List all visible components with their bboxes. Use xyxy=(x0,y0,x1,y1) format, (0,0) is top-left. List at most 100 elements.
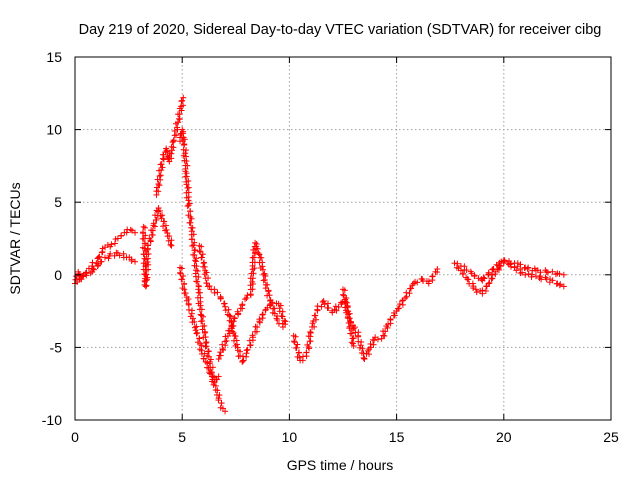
data-point-marker xyxy=(201,350,208,357)
x-tick-label: 15 xyxy=(389,429,405,445)
data-point-marker xyxy=(537,273,544,280)
data-point-marker xyxy=(192,246,199,253)
data-point-marker xyxy=(198,243,205,250)
data-point-marker xyxy=(560,283,567,290)
y-tick-label: -10 xyxy=(42,412,62,428)
data-point-marker xyxy=(399,297,406,304)
data-point-marker xyxy=(252,239,259,246)
data-point-marker xyxy=(222,338,229,345)
data-point-marker xyxy=(425,278,432,285)
data-point-marker xyxy=(141,240,148,247)
y-axis-label: SDTVAR / TECUs xyxy=(7,182,23,294)
data-point-marker xyxy=(350,325,357,332)
data-point-marker xyxy=(139,235,146,242)
y-tick-label: -5 xyxy=(50,339,63,355)
data-point-marker xyxy=(544,269,551,276)
data-point-marker xyxy=(159,212,166,219)
data-point-marker xyxy=(145,261,152,268)
data-point-marker xyxy=(163,226,170,233)
data-point-marker xyxy=(180,102,187,109)
data-point-marker xyxy=(556,282,563,289)
data-point-marker xyxy=(143,251,150,258)
x-tick-label: 5 xyxy=(178,429,186,445)
data-point-marker xyxy=(192,257,199,264)
data-point-marker xyxy=(259,311,266,318)
data-point-marker xyxy=(459,270,466,277)
data-point-marker xyxy=(249,254,256,261)
data-point-marker xyxy=(557,281,564,288)
data-point-marker xyxy=(226,312,233,319)
data-point-marker xyxy=(311,323,318,330)
data-point-marker xyxy=(485,269,492,276)
data-point-marker xyxy=(181,290,188,297)
data-point-marker xyxy=(218,400,225,407)
data-point-marker xyxy=(149,227,156,234)
data-point-marker xyxy=(472,286,479,293)
data-point-marker xyxy=(184,162,191,169)
data-point-marker xyxy=(231,332,238,339)
data-point-marker xyxy=(143,267,150,274)
data-point-marker xyxy=(187,208,194,215)
data-point-marker xyxy=(168,237,175,244)
data-point-marker xyxy=(143,277,150,284)
data-point-marker xyxy=(200,263,207,270)
data-point-marker xyxy=(107,250,114,257)
data-point-marker xyxy=(195,289,202,296)
data-point-marker xyxy=(304,341,311,348)
data-point-marker xyxy=(166,158,173,165)
data-point-marker xyxy=(483,283,490,290)
data-point-marker xyxy=(233,341,240,348)
data-point-marker xyxy=(259,266,266,273)
y-tick-label: 15 xyxy=(46,49,62,65)
data-point-marker xyxy=(215,397,222,404)
data-point-marker xyxy=(347,318,354,325)
data-point-marker xyxy=(75,268,82,275)
data-point-marker xyxy=(351,324,358,331)
axis-ticks: 0 5 10 15 20 25 -10 -5 0 5 10 15 xyxy=(42,49,619,445)
data-point-marker xyxy=(111,240,118,247)
data-point-marker xyxy=(344,302,351,309)
data-point-marker xyxy=(525,264,532,271)
data-point-marker xyxy=(98,258,105,265)
data-point-marker xyxy=(348,339,355,346)
data-point-marker xyxy=(402,295,409,302)
x-tick-label: 25 xyxy=(603,429,619,445)
data-point-marker xyxy=(202,343,209,350)
data-point-marker xyxy=(96,253,103,260)
data-point-marker xyxy=(259,263,266,270)
data-point-marker xyxy=(513,267,520,274)
data-point-marker xyxy=(189,242,196,249)
data-point-marker xyxy=(203,279,210,286)
data-point-marker xyxy=(240,357,247,364)
data-point-marker xyxy=(262,273,269,280)
data-point-marker xyxy=(163,145,170,152)
data-point-marker xyxy=(341,287,348,294)
data-point-marker xyxy=(332,303,339,310)
data-point-marker xyxy=(229,322,236,329)
data-point-marker xyxy=(142,224,149,231)
data-point-marker xyxy=(560,271,567,278)
data-point-marker xyxy=(470,285,477,292)
data-point-marker xyxy=(190,242,197,249)
data-point-marker xyxy=(222,307,229,314)
data-point-marker xyxy=(168,143,175,150)
data-point-marker xyxy=(198,312,205,319)
data-point-marker xyxy=(191,251,198,258)
data-point-marker xyxy=(158,161,165,168)
data-point-marker xyxy=(481,275,488,282)
data-point-marker xyxy=(239,301,246,308)
data-point-marker xyxy=(257,254,264,261)
data-point-marker xyxy=(199,251,206,258)
data-point-marker xyxy=(225,306,232,313)
data-point-marker xyxy=(243,347,250,354)
data-point-marker xyxy=(168,242,175,249)
data-point-marker xyxy=(406,290,413,297)
data-point-marker xyxy=(261,276,268,283)
data-point-marker xyxy=(183,297,190,304)
x-axis-label: GPS time / hours xyxy=(287,457,394,473)
data-point-marker xyxy=(90,266,97,273)
data-point-marker xyxy=(132,258,139,265)
data-point-marker xyxy=(196,335,203,342)
data-point-marker xyxy=(188,224,195,231)
data-point-marker xyxy=(201,329,208,336)
